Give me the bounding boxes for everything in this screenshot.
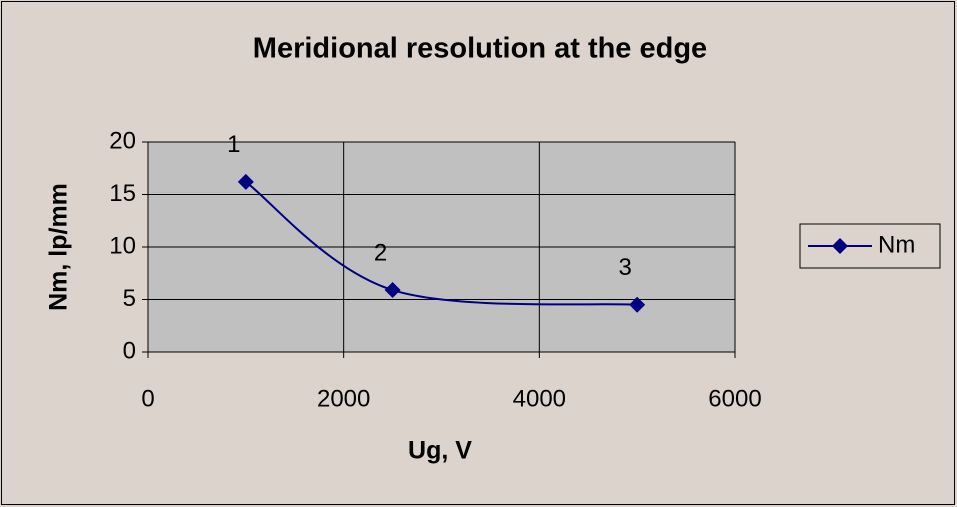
legend-marker [832, 238, 848, 254]
x-tick-label: 0 [141, 385, 154, 412]
marker [384, 282, 401, 299]
marker [237, 173, 254, 190]
x-tick-label: 2000 [317, 385, 370, 412]
y-tick-label: 0 [123, 337, 136, 364]
y-axis-label: Nm, lp/mm [45, 183, 73, 311]
y-tick-label: 15 [109, 180, 136, 207]
y-tick-label: 5 [123, 285, 136, 312]
point-label: 1 [227, 131, 240, 158]
point-label: 2 [374, 239, 387, 266]
chart-title: Meridional resolution at the edge [253, 33, 707, 65]
marker [629, 296, 646, 313]
legend-label: Nm [878, 231, 915, 258]
x-tick-label: 4000 [513, 385, 566, 412]
y-tick-label: 20 [109, 127, 136, 154]
point-label: 3 [618, 254, 631, 281]
x-axis-label: Ug, V [408, 437, 472, 465]
y-tick-label: 10 [109, 232, 136, 259]
x-tick-label: 6000 [708, 385, 761, 412]
